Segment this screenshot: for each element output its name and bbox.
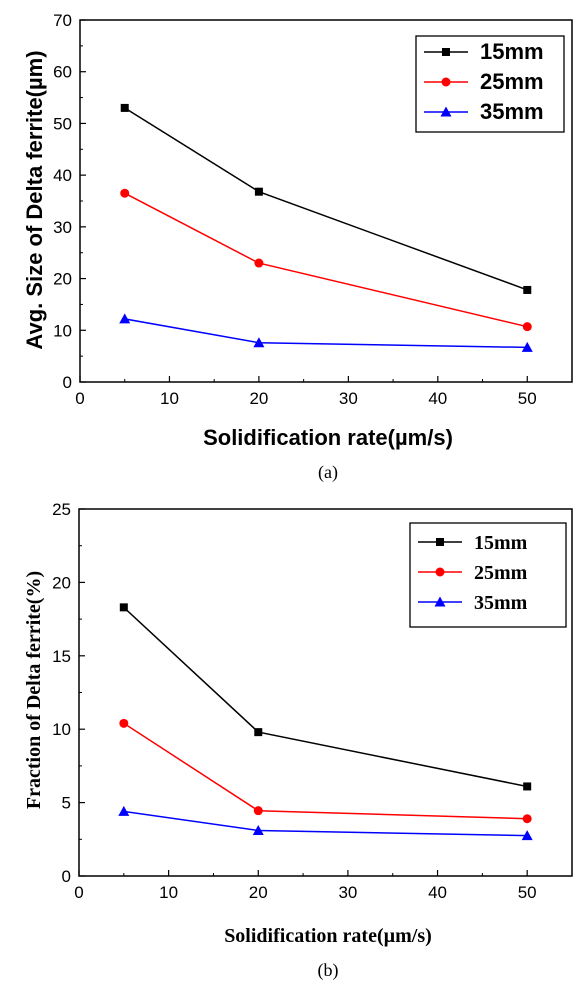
chart-b-series-35mm-point: [252, 824, 264, 835]
chart-a-series-35mm-point: [521, 341, 533, 352]
chart-a-y-tick-label: 50: [53, 114, 72, 133]
chart-a-y-tick-label: 20: [53, 270, 72, 289]
chart-b-x-tick-label: 50: [518, 883, 537, 902]
chart-a-series-25mm-point: [522, 322, 532, 332]
chart-b-y-tick-label: 10: [52, 720, 71, 739]
chart-a-legend-25mm-label: 25mm: [480, 69, 544, 94]
chart-b-legend-25mm-label: 25mm: [474, 562, 528, 584]
chart-b-legend-25mm-marker: [435, 567, 445, 577]
chart-b-y-tick-label: 5: [62, 794, 71, 813]
chart-b-series-25mm-point: [522, 814, 532, 824]
chart-a-series-25mm-point: [120, 188, 130, 198]
chart-b-x-tick-label: 10: [159, 883, 178, 902]
chart-b-series-15mm-line: [123, 606, 528, 788]
chart-a-y-tick-label: 10: [53, 321, 72, 340]
chart-b-x-tick-label: 40: [428, 883, 447, 902]
chart-b-legend-35mm-marker: [434, 596, 446, 607]
chart-a-series-35mm-point: [253, 337, 265, 348]
chart-a-legend-25mm-marker: [441, 77, 451, 87]
chart-b-series-25mm-point: [119, 718, 129, 728]
chart-b-series-25mm-line: [123, 722, 528, 820]
chart-b-series-35mm-line: [123, 810, 528, 837]
chart-a-x-tick-label: 30: [339, 389, 358, 408]
chart-a-series-15mm-point: [254, 187, 263, 196]
chart-b: Solidification rate(µm/s) Fraction of De…: [23, 500, 573, 981]
chart-a-legend-35mm-label: 35mm: [480, 99, 544, 124]
chart-a-legend-15mm-marker: [442, 48, 450, 56]
chart-b-y-tick-label: 0: [62, 867, 71, 886]
chart-a-x-tick-label: 10: [160, 389, 179, 408]
chart-b-series-15mm-point: [119, 603, 128, 612]
chart-b-series-25mm-point: [253, 806, 263, 816]
chart-b-legend-15mm-label: 15mm: [474, 532, 528, 554]
chart-a-legend-15mm-label: 15mm: [480, 39, 544, 64]
chart-a-caption: (a): [318, 462, 338, 483]
chart-a-series-25mm-point: [254, 258, 264, 268]
chart-a-y-tick-label: 30: [53, 218, 72, 237]
chart-b-y-axis-title: Fraction of Delta ferrite(%): [23, 571, 45, 809]
chart-b-series-15mm-point: [523, 782, 532, 791]
chart-a-x-axis-title: Solidification rate(µm/s): [203, 425, 453, 450]
chart-b-legend-15mm-marker: [436, 538, 444, 546]
chart-a-series-15mm-point: [120, 103, 129, 112]
chart-b-x-tick-label: 30: [338, 883, 357, 902]
chart-b-x-tick-label: 20: [249, 883, 268, 902]
chart-a-series-25mm-line: [124, 192, 528, 328]
chart-a-y-tick-label: 0: [63, 373, 72, 392]
chart-b-y-tick-label: 20: [52, 573, 71, 592]
chart-b-series-35mm-point: [118, 805, 130, 816]
chart-a-series-35mm-line: [124, 318, 528, 349]
chart-a-x-tick-label: 50: [518, 389, 537, 408]
chart-b-y-tick-label: 15: [52, 647, 71, 666]
chart-a-x-tick-label: 20: [249, 389, 268, 408]
chart-a-series-15mm-line: [124, 107, 528, 291]
chart-a-y-tick-label: 40: [53, 166, 72, 185]
chart-a-series-35mm-point: [119, 313, 131, 324]
chart-a-y-tick-label: 70: [53, 11, 72, 30]
chart-a-series-15mm-point: [523, 285, 532, 294]
chart-a-legend-35mm-marker: [440, 106, 452, 117]
chart-b-x-axis-title: Solidification rate(µm/s): [224, 925, 432, 947]
chart-b-series-35mm-point: [521, 830, 533, 841]
chart-b-y-tick-label: 25: [52, 500, 71, 519]
chart-b-caption: (b): [318, 960, 339, 981]
chart-a-y-tick-label: 60: [53, 63, 72, 82]
chart-a-y-axis-title: Avg. Size of Delta ferrite(µm): [22, 50, 47, 349]
chart-a-x-tick-label: 0: [75, 389, 84, 408]
chart-a-x-tick-label: 40: [428, 389, 447, 408]
chart-b-series-15mm-point: [254, 728, 263, 737]
chart-b-x-tick-label: 0: [74, 883, 83, 902]
chart-a: Solidification rate(µm/s) Avg. Size of D…: [22, 11, 573, 483]
chart-b-legend-35mm-label: 35mm: [474, 592, 528, 614]
